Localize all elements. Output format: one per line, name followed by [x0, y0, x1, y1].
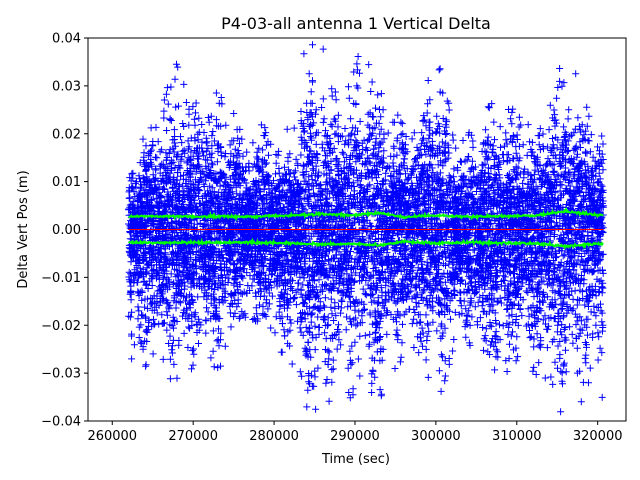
y-tick-label: −0.04	[41, 415, 81, 430]
plot-frame	[87, 37, 627, 422]
y-axis: −0.04 −0.03 −0.02 −0.01 0.00 0.01 0.02 0.03 0.04	[41, 32, 88, 430]
x-tick-label: 280000	[249, 429, 299, 444]
y-tick-label: −0.02	[41, 319, 81, 334]
x-tick-label: 310000	[492, 429, 542, 444]
lower-band-line	[127, 237, 604, 251]
y-tick-label: 0.00	[52, 223, 81, 238]
x-tick-label: 290000	[330, 429, 380, 444]
y-tick-label: 0.01	[52, 175, 81, 190]
x-axis-label: Time (sec)	[321, 452, 390, 467]
plot-area	[125, 41, 607, 416]
y-tick-label: −0.01	[41, 271, 81, 286]
y-tick-label: −0.03	[41, 367, 81, 382]
y-tick-label: 0.02	[52, 127, 81, 142]
y-axis-label: Delta Vert Pos (m)	[16, 170, 31, 288]
x-axis: 260000 270000 280000 290000 300000 310000 3200…	[87, 421, 623, 444]
chart-title: P4-03-all antenna 1 Vertical Delta	[221, 14, 491, 33]
scatter-series	[125, 41, 607, 416]
y-tick-label: 0.03	[52, 79, 81, 94]
band-series	[127, 206, 604, 251]
x-tick-label: 320000	[573, 429, 623, 444]
y-tick-label: 0.04	[52, 32, 81, 47]
scatter-points	[125, 41, 607, 416]
x-tick-label: 260000	[87, 429, 137, 444]
x-tick-label: 300000	[411, 429, 461, 444]
x-tick-label: 270000	[168, 429, 218, 444]
upper-band-line	[128, 206, 604, 222]
